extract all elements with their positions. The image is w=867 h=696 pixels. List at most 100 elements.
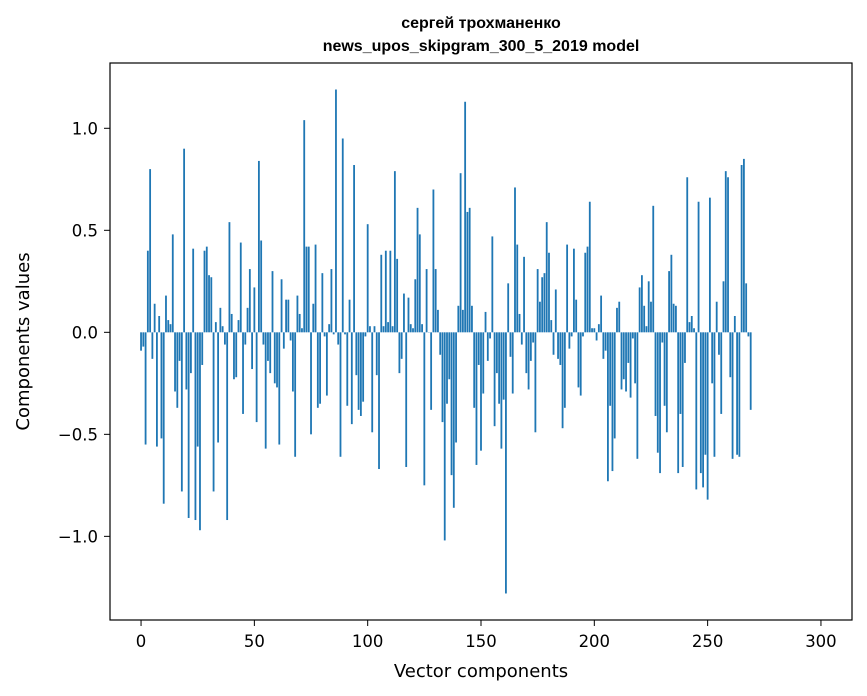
bar-component-258 [724, 171, 727, 333]
bar-component-265 [740, 165, 743, 333]
bar-component-254 [715, 301, 718, 333]
bar-component-183 [554, 289, 557, 333]
bar-component-192 [575, 299, 578, 333]
bar-component-190 [570, 332, 573, 337]
bar-component-231 [663, 332, 666, 406]
bar-component-116 [403, 293, 405, 333]
bar-component-59 [273, 332, 276, 384]
bar-component-83 [328, 324, 331, 333]
bar-component-21 [187, 332, 190, 518]
bar-component-45 [242, 332, 244, 414]
bar-component-240 [684, 332, 686, 363]
bar-component-262 [733, 316, 736, 333]
bar-component-155 [491, 236, 494, 333]
bar-component-121 [414, 279, 417, 333]
bar-component-268 [747, 332, 750, 337]
bar-component-201 [595, 332, 598, 341]
bar-component-165 [514, 187, 516, 333]
bar-component-2 [144, 332, 147, 445]
bar-component-207 [609, 332, 612, 406]
bar-component-102 [371, 332, 374, 433]
x-tick-label-100: 100 [352, 632, 384, 651]
bar-component-85 [332, 332, 335, 335]
bar-component-171 [527, 332, 530, 390]
bar-component-23 [192, 248, 195, 333]
bar-component-145 [468, 207, 471, 333]
bar-component-188 [566, 244, 569, 333]
bar-component-167 [518, 313, 521, 333]
bar-component-136 [448, 332, 451, 380]
bar-component-27 [201, 332, 204, 365]
bar-component-25 [196, 332, 199, 447]
bar-component-74 [307, 246, 310, 333]
bar-component-58 [271, 271, 274, 333]
bar-component-35 [219, 307, 222, 333]
x-tick-label-300: 300 [805, 632, 837, 651]
bar-component-104 [375, 332, 378, 376]
bar-component-47 [246, 307, 249, 333]
bar-component-123 [418, 234, 421, 333]
bar-component-94 [353, 165, 355, 333]
bar-component-32 [212, 332, 215, 492]
bar-component-263 [736, 332, 738, 455]
bar-component-69 [296, 295, 299, 333]
bar-component-206 [607, 332, 609, 482]
bar-component-125 [423, 332, 426, 486]
x-tick-label-50: 50 [244, 632, 265, 651]
bar-component-51 [255, 332, 258, 423]
bar-component-235 [672, 303, 675, 333]
bar-component-70 [298, 313, 301, 333]
bar-component-173 [532, 332, 535, 343]
bar-component-228 [656, 332, 659, 453]
bar-component-46 [244, 332, 247, 345]
bars-layer [140, 89, 752, 594]
bar-component-98 [362, 332, 365, 402]
bar-component-68 [294, 332, 297, 457]
bar-component-118 [407, 297, 410, 333]
bar-component-111 [391, 326, 394, 333]
bar-component-236 [675, 305, 677, 333]
bar-component-109 [387, 322, 389, 333]
y-axis-label: Components values [13, 252, 34, 430]
bar-component-99 [364, 332, 367, 337]
bar-component-103 [373, 326, 376, 333]
bar-component-41 [233, 332, 235, 380]
bar-component-42 [235, 332, 238, 378]
bar-component-234 [670, 254, 673, 333]
bar-component-187 [563, 332, 566, 408]
bar-component-241 [686, 177, 689, 333]
bar-component-64 [285, 299, 287, 333]
bar-component-101 [369, 326, 371, 333]
bar-component-238 [679, 332, 682, 414]
bar-component-24 [194, 332, 197, 521]
x-axis-label: Vector components [394, 661, 568, 682]
bar-component-252 [711, 332, 714, 384]
bar-component-124 [421, 324, 423, 333]
bar-component-105 [378, 332, 380, 470]
bar-component-117 [405, 332, 408, 467]
bar-component-79 [319, 332, 321, 404]
bar-component-181 [550, 320, 553, 333]
bar-component-106 [380, 254, 383, 333]
bar-component-259 [727, 177, 729, 333]
bar-component-162 [507, 283, 510, 333]
bar-component-81 [323, 332, 326, 337]
bar-component-261 [731, 332, 734, 459]
bar-component-211 [618, 301, 621, 333]
bar-component-223 [645, 326, 648, 333]
bar-component-195 [582, 332, 584, 337]
bar-component-56 [267, 332, 269, 361]
bar-component-78 [316, 332, 319, 408]
bar-component-230 [661, 332, 664, 343]
bar-component-166 [516, 244, 519, 333]
bar-component-63 [282, 332, 285, 349]
bar-component-134 [443, 332, 446, 541]
bar-component-148 [475, 332, 478, 465]
bar-component-170 [525, 332, 528, 374]
bar-component-251 [708, 197, 711, 333]
bar-component-132 [439, 332, 442, 355]
bar-component-257 [722, 281, 725, 333]
bar-component-71 [301, 328, 303, 333]
bar-component-198 [588, 201, 591, 333]
bar-component-112 [393, 171, 396, 333]
